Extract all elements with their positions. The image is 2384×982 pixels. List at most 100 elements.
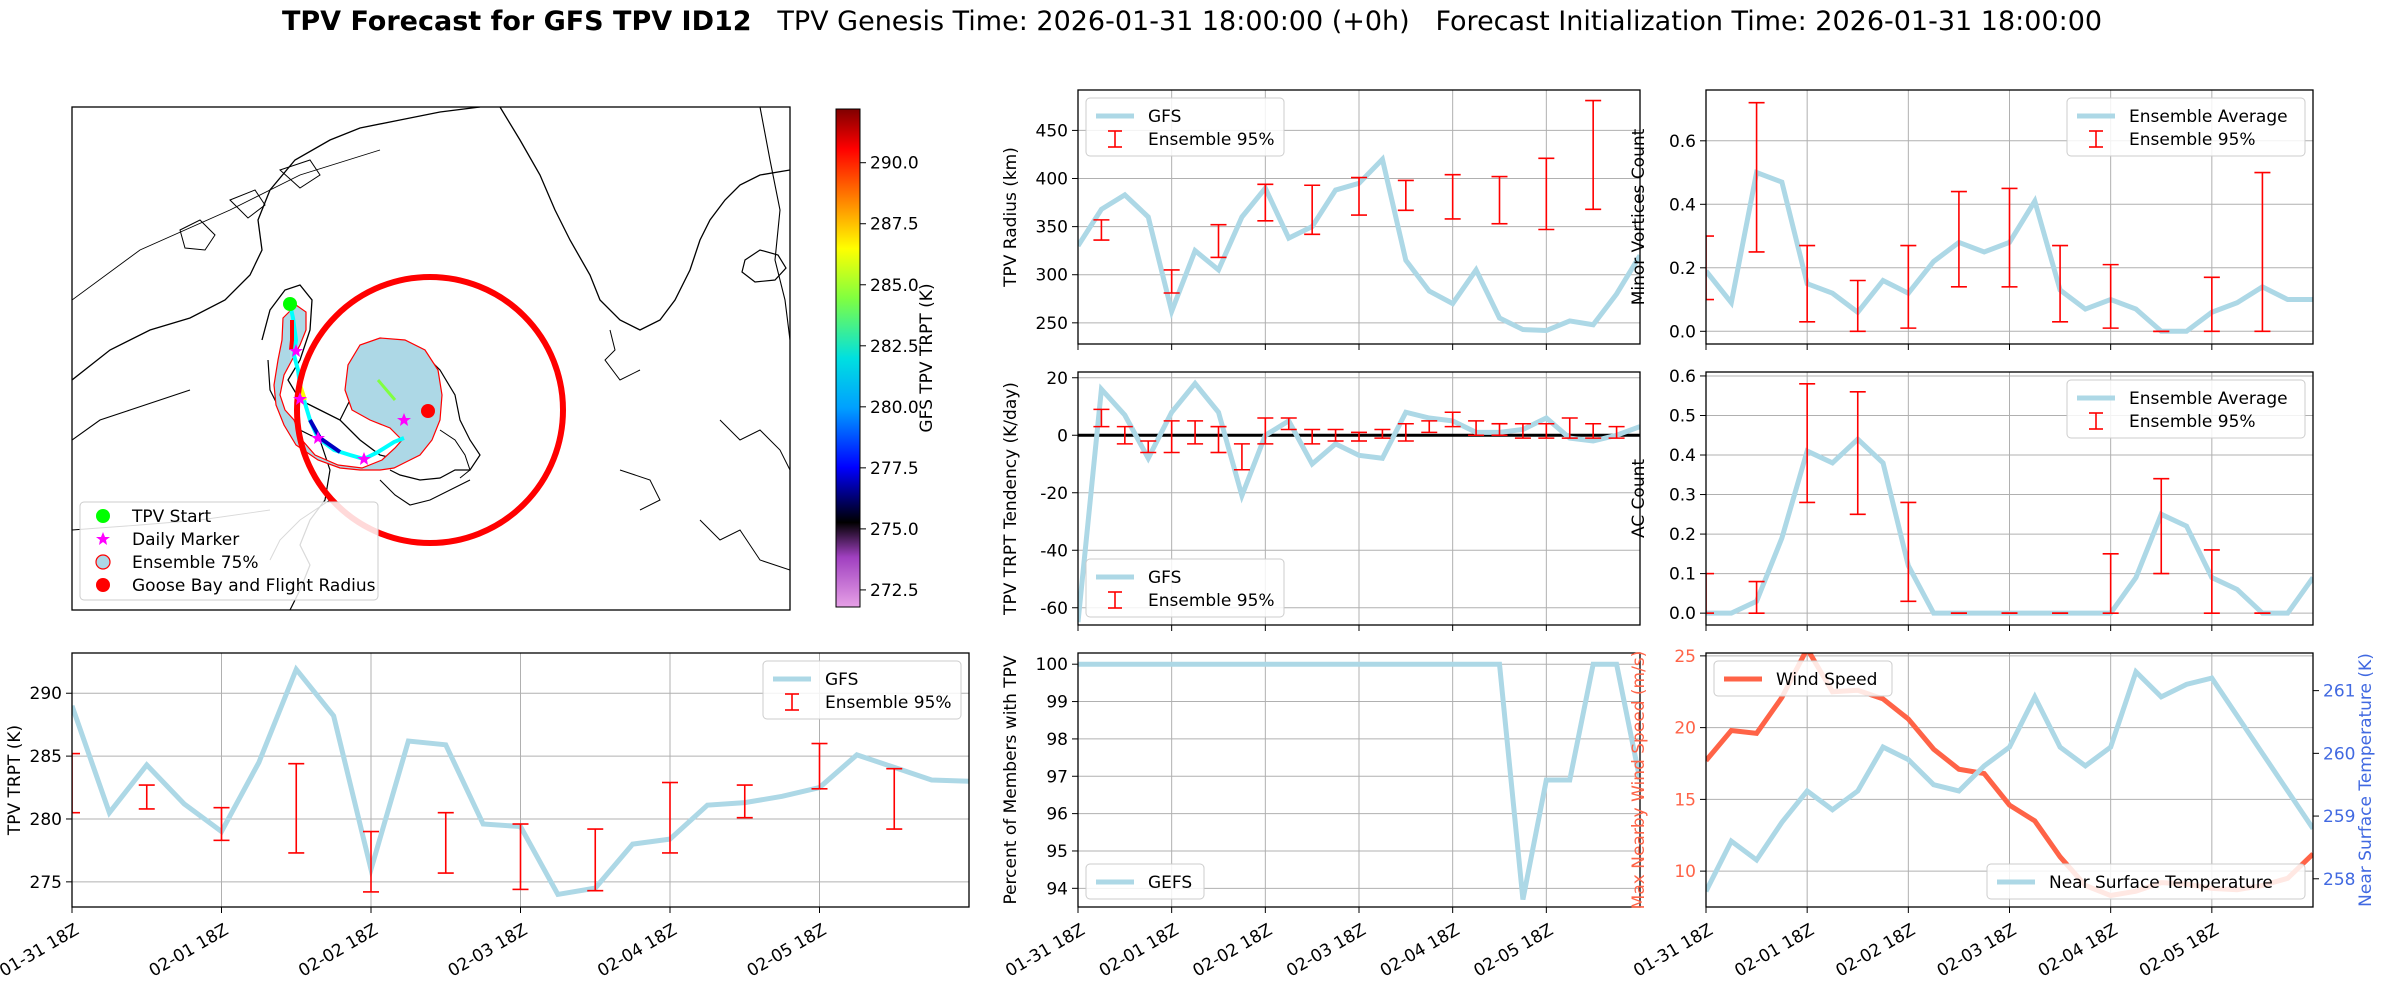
error-bar	[437, 811, 454, 874]
legend-label: Ensemble Average	[2129, 389, 2288, 409]
error-bar	[1257, 417, 1274, 445]
axes-frame	[1077, 652, 1641, 908]
y-right-tick-label: 259	[2323, 807, 2355, 827]
error-bar	[2102, 263, 2119, 329]
y-tick-label: 0	[1057, 426, 1068, 446]
error-bar	[1163, 269, 1180, 294]
error-bar	[1093, 408, 1110, 428]
error-bar	[1849, 390, 1866, 516]
y-tick-label: -60	[1040, 599, 1068, 619]
error-bar	[1327, 428, 1344, 442]
figure-title-bold: TPV Forecast for GFS TPV ID12	[281, 6, 752, 37]
y-tick-label: 94	[1046, 879, 1068, 899]
init-time: Forecast Initialization Time: 2026-01-31…	[1435, 6, 2103, 37]
x-tick-label: 01-31 18Z	[1630, 920, 1716, 981]
y-right-tick-label: 258	[2323, 870, 2355, 890]
error-bar	[811, 742, 828, 790]
legend: GEFS	[1085, 863, 1205, 900]
error-bar	[1210, 425, 1227, 454]
y-axis-label: Max Nearby Wind Speed (m/s)	[1629, 651, 1649, 910]
error-bar	[1538, 422, 1555, 439]
figure-title: TPV Forecast for GFS TPV ID12 TPV Genesi…	[0, 6, 2384, 37]
y-tick-label: 290	[30, 684, 62, 704]
plot-area	[1078, 379, 1640, 623]
error-bar	[1187, 420, 1204, 445]
y-tick-label: 0.2	[1669, 259, 1696, 279]
y-tick-label: 400	[1036, 170, 1068, 190]
error-bar	[1468, 420, 1485, 437]
error-bar	[2203, 549, 2220, 614]
chart-minor: 0.0 0.2 0.4 0.6 Minor Vortices Count Ensemble…	[1629, 89, 2314, 350]
error-bar	[1421, 420, 1438, 434]
error-bar	[587, 828, 604, 892]
error-bar	[1233, 443, 1250, 471]
legend: GFS Ensemble 95%	[1085, 558, 1285, 618]
y-tick-label: -40	[1040, 541, 1068, 561]
y-tick-label: 96	[1046, 805, 1068, 825]
x-tick-label: 02-04 18Z	[2035, 920, 2121, 981]
x-tick-label: 01-31 18Z	[1002, 920, 1088, 981]
x-tick-label: 02-01 18Z	[146, 920, 232, 981]
legend-box	[1986, 863, 2306, 900]
error-bar	[1304, 184, 1321, 236]
x-tick-label: 02-05 18Z	[2136, 920, 2222, 981]
legend: Ensemble Average Ensemble 95%	[2066, 379, 2306, 439]
chart-tendency: -60 -40 -20 0 20 TPV TRPT Tendency (K/day) GFS…	[1001, 369, 1641, 631]
chart-ac: 0.0 0.1 0.2 0.3 0.4 0.5 0.6 AC Count Ensemble Av…	[1629, 367, 2314, 631]
y-tick-label: 99	[1046, 693, 1068, 713]
error-bar	[1210, 223, 1227, 259]
legend: GFS Ensemble 95%	[1085, 97, 1285, 157]
x-tick-label: 02-02 18Z	[1190, 920, 1276, 981]
chart-radius: 250 300 350 400 450 TPV Radius (km) GFS Ensembl…	[1001, 89, 1641, 350]
error-bar	[1608, 425, 1625, 439]
error-bar	[662, 781, 678, 854]
chart-trpt: 275 280 285 290 01-31 18Z 02-01 18Z 02-02 18Z 0…	[0, 652, 970, 981]
error-bar	[1491, 422, 1508, 437]
legend-label: GFS	[1148, 107, 1181, 127]
error-bar	[1444, 173, 1461, 220]
plot-area	[1078, 99, 1640, 334]
y-tick-label: 100	[1036, 655, 1068, 675]
y-tick-label: 0.1	[1669, 565, 1696, 585]
x-tick-label: 02-04 18Z	[594, 920, 680, 981]
legend-label: Ensemble 95%	[2129, 130, 2256, 150]
error-bar	[1706, 235, 1714, 301]
y-tick-label: 0.4	[1669, 446, 1696, 466]
y-tick-label: 0.4	[1669, 195, 1696, 215]
error-bar	[1585, 422, 1602, 439]
error-bar	[1444, 411, 1461, 428]
x-tick-label: 02-04 18Z	[1377, 920, 1463, 981]
error-bar	[1748, 580, 1765, 614]
axes-frame	[1705, 371, 2314, 626]
legend-box	[1713, 660, 1893, 697]
error-bar	[138, 784, 155, 810]
legend-label: Ensemble 95%	[1148, 130, 1275, 150]
error-bar	[2203, 276, 2220, 333]
error-bar	[2001, 187, 2018, 288]
error-bar	[1351, 176, 1367, 216]
axes-frame	[1705, 652, 2314, 908]
x-tick-label: 02-03 18Z	[1934, 920, 2020, 981]
y-axis-label: AC Count	[1629, 459, 1649, 538]
error-bar	[1257, 183, 1274, 222]
y-tick-label: 15	[1674, 790, 1696, 810]
y-tick-label: 280	[30, 810, 62, 830]
y-tick-label: 0.3	[1669, 486, 1696, 506]
y-right-tick-label: 261	[2323, 682, 2355, 702]
plot-area	[1706, 383, 2313, 616]
x-tick-label: 02-01 18Z	[1731, 920, 1817, 981]
error-bar	[1374, 428, 1391, 439]
error-bar	[213, 806, 230, 842]
error-bar	[1561, 417, 1578, 439]
error-bar	[1304, 428, 1321, 445]
legend-label: GEFS	[1148, 873, 1192, 893]
error-bar	[1514, 422, 1531, 439]
legend: Near Surface Temperature	[1986, 863, 2306, 900]
error-bar	[1799, 244, 1816, 323]
axes-frame	[71, 652, 970, 908]
x-tick-label: 01-31 18Z	[0, 920, 83, 981]
y-tick-label: -20	[1040, 484, 1068, 504]
error-bar	[1397, 422, 1414, 442]
error-bar	[1280, 417, 1297, 431]
legend-label: Ensemble 95%	[1148, 591, 1275, 611]
